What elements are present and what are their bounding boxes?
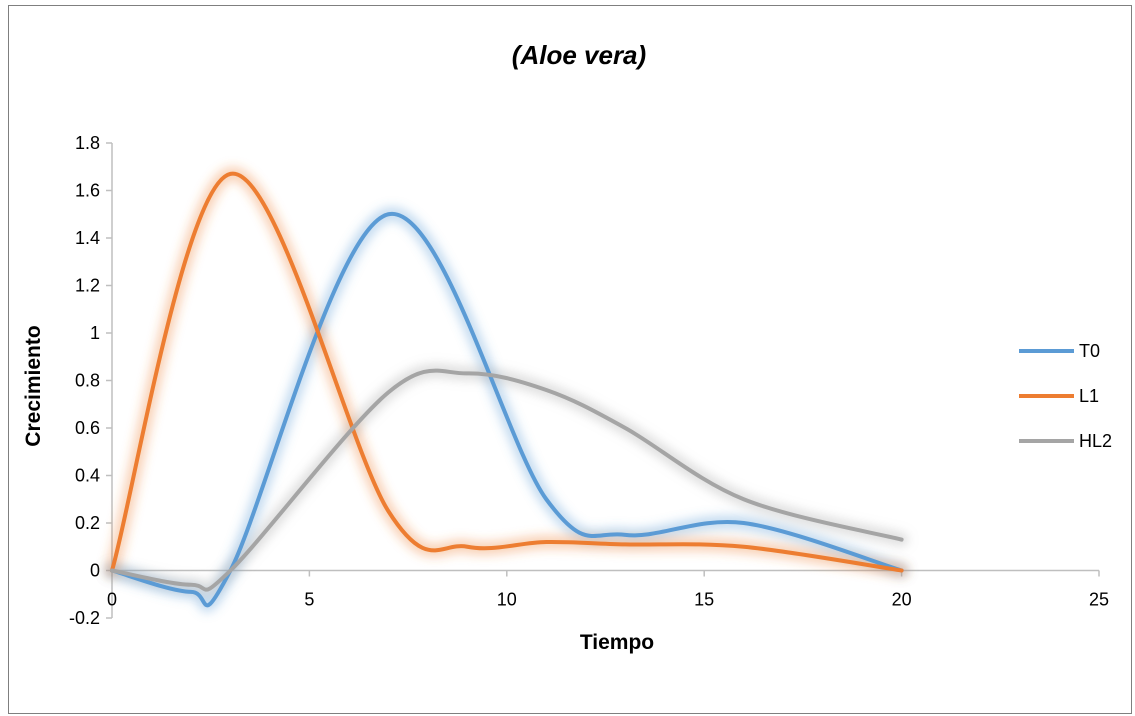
x-tick-label: 25 (1089, 590, 1109, 610)
series-glow (105, 166, 909, 613)
y-tick-label: 0.4 (75, 466, 100, 486)
y-tick-label: 1.4 (75, 228, 100, 248)
y-tick-label: 1.2 (75, 276, 100, 296)
series-line-t0 (110, 212, 904, 608)
line-chart: (Aloe vera) -0.2 0 0.2 0.4 0.6 0.8 1 1.2 1.4 1.6 1… (22, 40, 1112, 654)
x-axis-title: Tiempo (580, 631, 654, 654)
x-tick-label: 15 (694, 590, 714, 610)
x-tick-label: 5 (304, 590, 314, 610)
legend: T0 L1 HL2 (1019, 341, 1112, 451)
chart-title: (Aloe vera) (512, 40, 646, 70)
y-tick-label: 0.8 (75, 371, 100, 391)
chart-area: (Aloe vera) -0.2 0 0.2 0.4 0.6 0.8 1 1.2 1.4 1.6 1… (8, 5, 1132, 714)
legend-label-hl2: HL2 (1079, 431, 1112, 451)
x-tick-label: 0 (107, 590, 117, 610)
y-tick-label: 1.8 (75, 133, 100, 153)
tick-labels: -0.2 0 0.2 0.4 0.6 0.8 1 1.2 1.4 1.6 1.8 0 5 10 15 20 25 (69, 133, 1109, 628)
series-line-hl2 (110, 368, 904, 592)
y-tick-label: -0.2 (69, 608, 100, 628)
legend-label-l1: L1 (1079, 386, 1099, 406)
series-line-l1 (110, 171, 904, 573)
y-tick-label: 0.6 (75, 418, 100, 438)
y-axis-title: Crecimiento (22, 325, 45, 446)
y-tick-label: 1.6 (75, 181, 100, 201)
series-lines (110, 171, 904, 608)
y-tick-label: 0 (90, 561, 100, 581)
legend-label-t0: T0 (1079, 341, 1100, 361)
y-tick-label: 1 (90, 323, 100, 343)
x-tick-label: 20 (892, 590, 912, 610)
y-tick-label: 0.2 (75, 513, 100, 533)
x-tick-label: 10 (497, 590, 517, 610)
